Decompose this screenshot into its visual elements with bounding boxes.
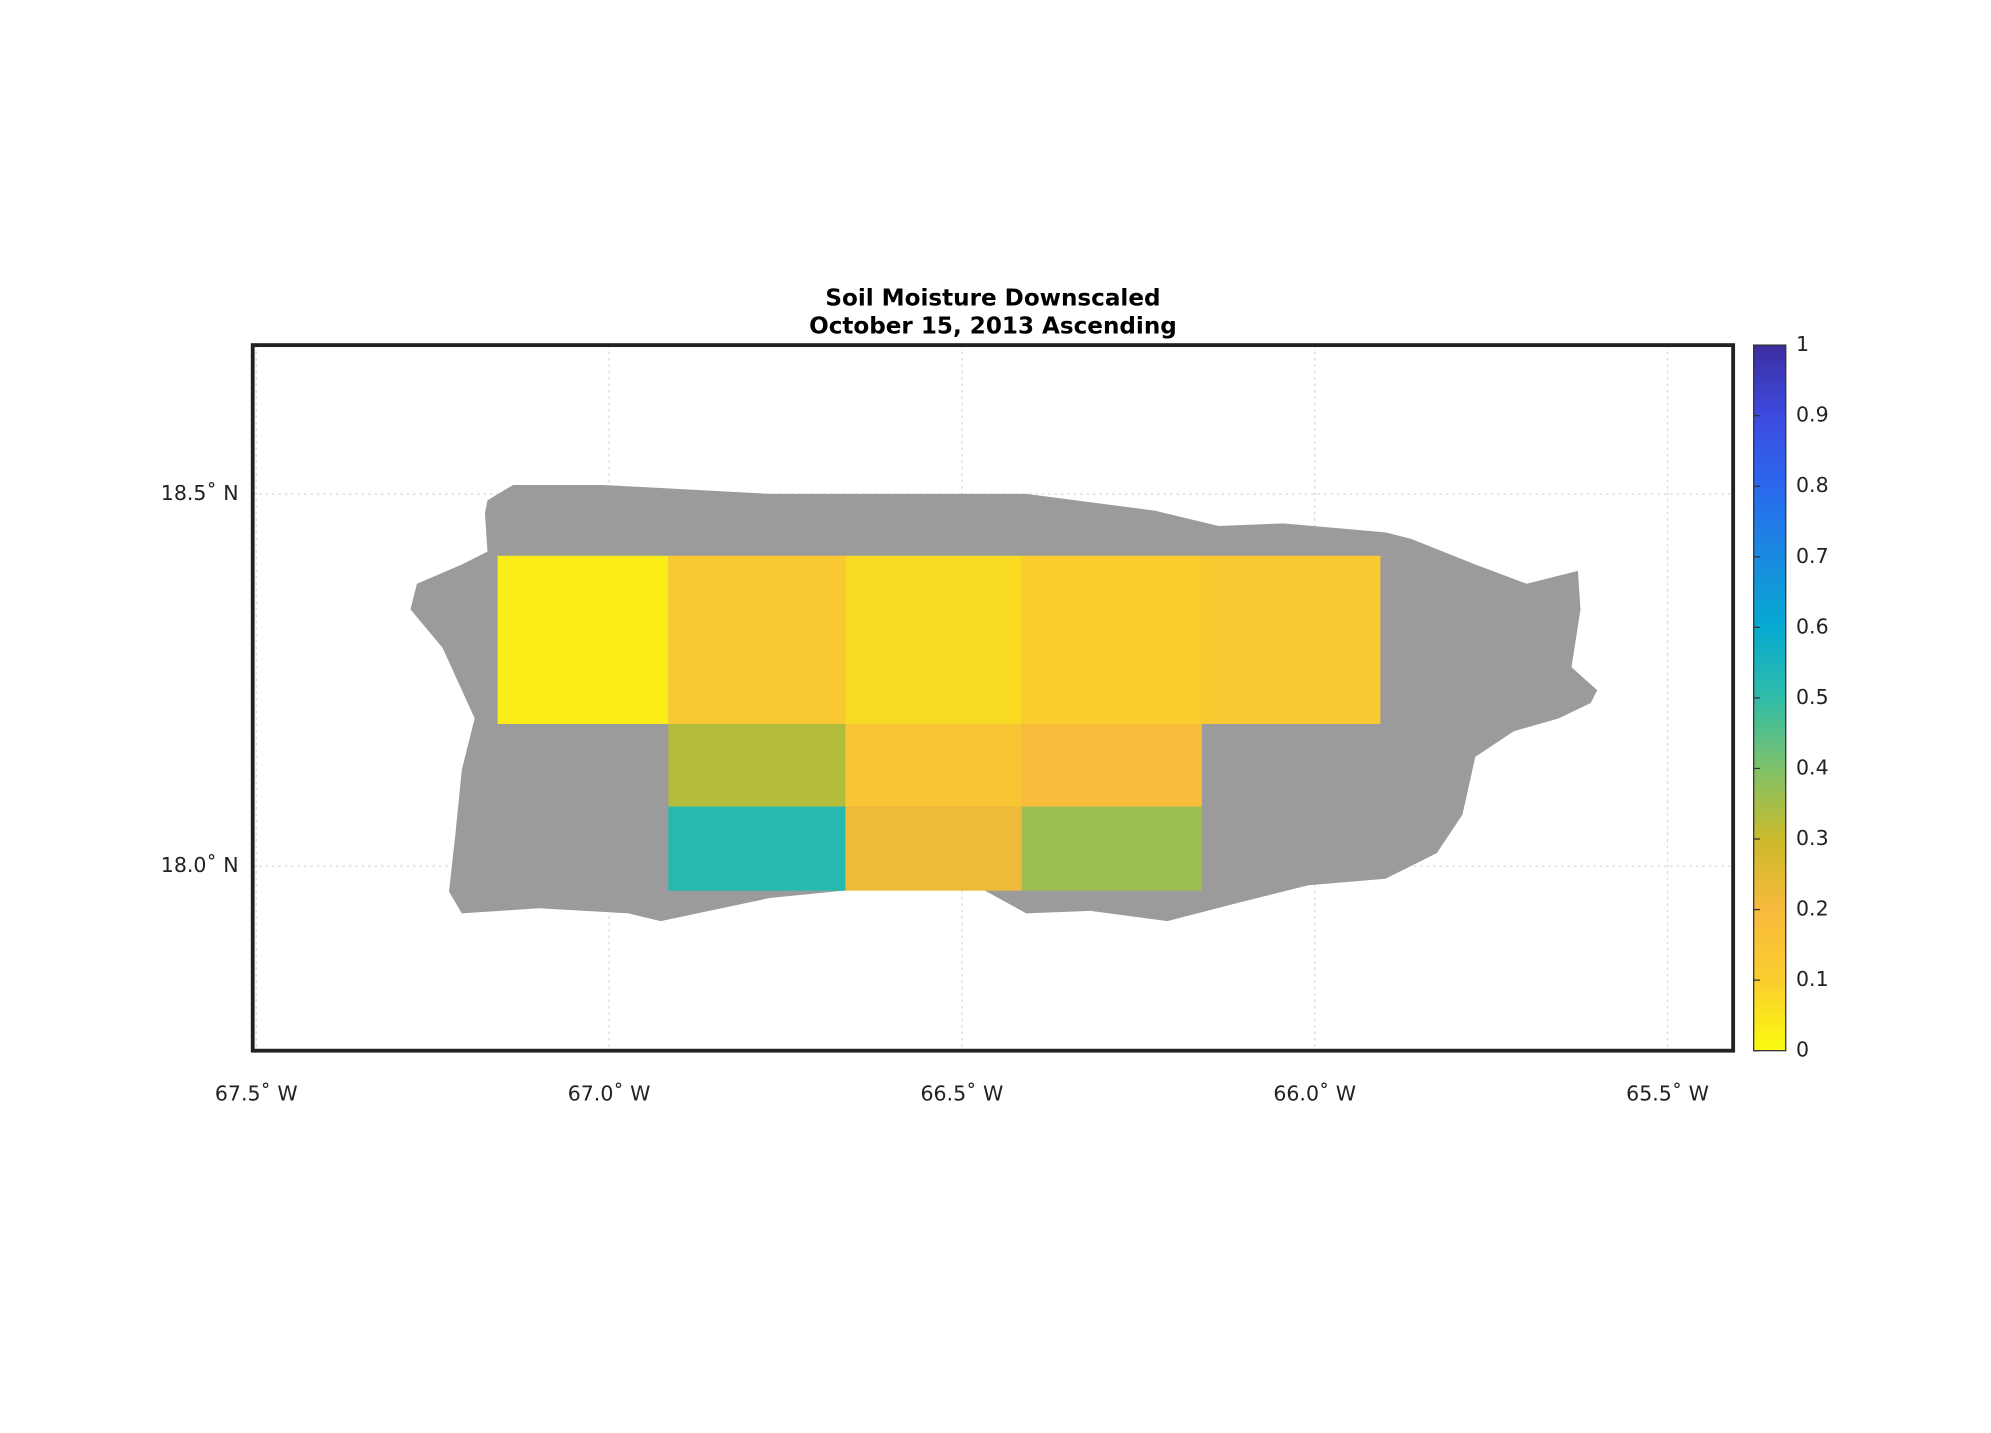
soil-moisture-tile xyxy=(845,723,1022,807)
x-tick-label: 67.5˚ W xyxy=(215,1081,298,1105)
colorbar-tick-label: 0.9 xyxy=(1796,403,1829,427)
labels: 67.5˚ W 67.0˚ W 66.5˚ W 66.0˚ W 65.5˚ W 18.0˚… xyxy=(161,332,1829,1105)
x-tick-label: 66.0˚ W xyxy=(1273,1081,1356,1105)
colorbar-tick-label: 0.8 xyxy=(1796,473,1829,497)
colorbar-tick-label: 0.4 xyxy=(1796,755,1829,779)
tiles xyxy=(497,555,1381,891)
soil-moisture-tile xyxy=(668,806,846,891)
colorbar-tick-label: 0.6 xyxy=(1796,614,1829,638)
soil-moisture-tile xyxy=(845,806,1022,891)
chart-subtitle: October 15, 2013 Ascending xyxy=(809,314,1177,340)
soil-moisture-tile xyxy=(845,555,1022,724)
y-tick-label: 18.5˚ N xyxy=(161,481,239,505)
soil-moisture-tile xyxy=(497,555,669,724)
colorbar-tick-label: 0.1 xyxy=(1796,967,1829,991)
x-tick-label: 67.0˚ W xyxy=(568,1081,651,1105)
soil-moisture-tile xyxy=(668,723,846,807)
colorbar-tick-label: 0.5 xyxy=(1796,685,1829,709)
colorbar-tick-label: 0 xyxy=(1796,1038,1809,1062)
x-tick-label: 65.5˚ W xyxy=(1626,1081,1709,1105)
colorbar-tick-label: 1 xyxy=(1796,332,1809,356)
colorbar-tick-label: 0.3 xyxy=(1796,826,1829,850)
x-tick-label: 66.5˚ W xyxy=(921,1081,1004,1105)
colorbar-tick-label: 0.2 xyxy=(1796,897,1829,921)
soil-moisture-tile xyxy=(1021,806,1202,891)
y-tick-label: 18.0˚ N xyxy=(161,853,239,877)
axes-box xyxy=(250,343,1736,1053)
colorbar-tick-label: 0.7 xyxy=(1796,544,1829,568)
soil-moisture-tile xyxy=(1021,723,1202,807)
soil-moisture-tile xyxy=(1021,555,1202,724)
soil-moisture-tile xyxy=(668,555,846,724)
soil-moisture-tile xyxy=(1201,555,1381,724)
chart-title: Soil Moisture Downscaled xyxy=(825,285,1160,311)
